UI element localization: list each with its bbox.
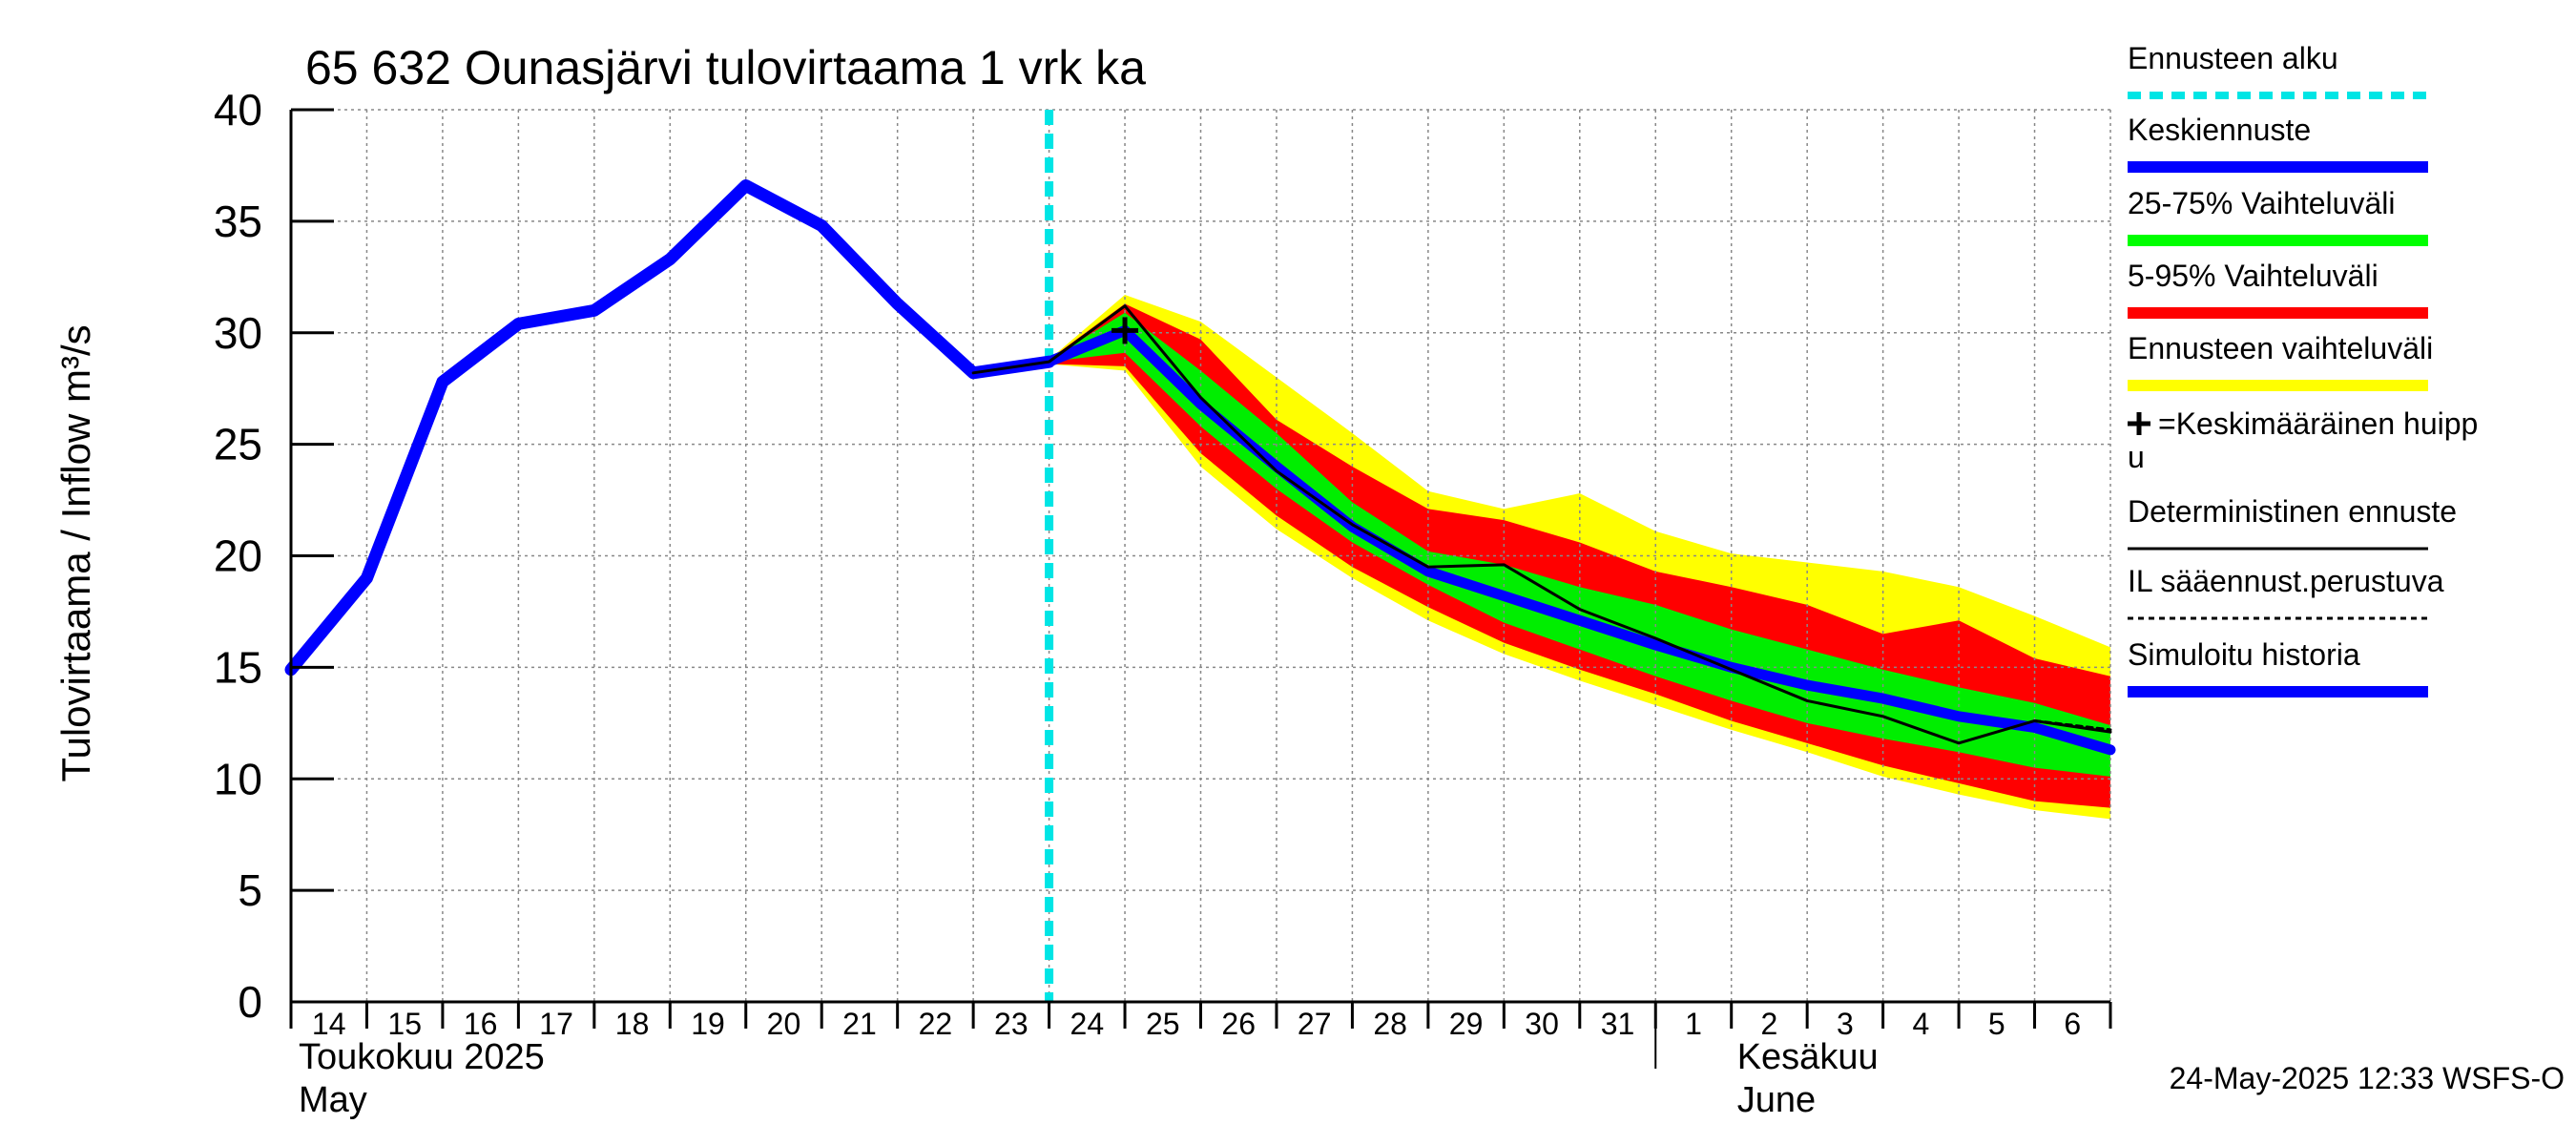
legend-label-7: IL sääennust.perustuva: [2128, 564, 2444, 598]
x-tick-label-4: 18: [615, 1007, 650, 1041]
y-axis-label: Tulovirtaama / Inflow m³/s: [53, 324, 98, 781]
legend-item-8: Simuloitu historia: [2128, 637, 2428, 697]
x-tick-label-13: 27: [1298, 1007, 1332, 1041]
y-tick-label-0: 0: [238, 977, 262, 1027]
x-tick-label-11: 25: [1146, 1007, 1180, 1041]
y-tick-label-1: 5: [238, 865, 262, 915]
legend-label-8: Simuloitu historia: [2128, 637, 2360, 672]
y-tick-label-7: 35: [214, 197, 262, 246]
y-tick-label-3: 15: [214, 642, 262, 692]
series-3: [2033, 718, 2112, 732]
x-tick-label-5: 19: [691, 1007, 725, 1041]
grid-layer: [290, 109, 2111, 1003]
legend-item-2: 25-75% Vaihteluväli: [2128, 186, 2428, 246]
legend-label-1: Keskiennuste: [2128, 113, 2311, 147]
month-label-0-line1: Toukokuu 2025: [299, 1037, 545, 1077]
legend: Ennusteen alku Keskiennuste 25-75% Vaihtel…: [2128, 41, 2478, 697]
x-tick-label-3: 17: [539, 1007, 573, 1041]
footer-timestamp: 24-May-2025 12:33 WSFS-O: [2170, 1061, 2565, 1095]
x-tick-label-17: 31: [1601, 1007, 1635, 1041]
x-tick-label-19: 2: [1761, 1007, 1778, 1041]
x-tick-label-21: 4: [1912, 1007, 1929, 1041]
x-tick-label-22: 5: [1988, 1007, 2005, 1041]
y-tick-label-4: 20: [214, 531, 262, 581]
legend-label-6: Deterministinen ennuste: [2128, 494, 2457, 529]
x-tick-label-10: 24: [1070, 1007, 1105, 1041]
x-tick-label-8: 22: [919, 1007, 953, 1041]
legend-item-7: IL sääennust.perustuva: [2128, 564, 2444, 620]
x-tick-label-6: 20: [767, 1007, 801, 1041]
legend-item-5: =Keskimääräinen huipp u: [2128, 406, 2478, 474]
legend-label-2: 25-75% Vaihteluväli: [2128, 186, 2395, 220]
series-1: [1044, 324, 2116, 756]
x-tick-label-23: 6: [2064, 1007, 2081, 1041]
x-tick-label-20: 3: [1837, 1007, 1854, 1041]
legend-label-3: 5-95% Vaihteluväli: [2128, 259, 2379, 293]
x-tick-label-9: 23: [994, 1007, 1028, 1041]
x-tick-label-12: 26: [1221, 1007, 1256, 1041]
legend-item-0: Ennusteen alku: [2128, 41, 2428, 99]
legend-item-1: Keskiennuste: [2128, 113, 2428, 173]
chart-title: 65 632 Ounasjärvi tulovirtaama 1 vrk ka: [305, 41, 1146, 94]
series-2: [971, 304, 2112, 745]
x-tick-label-1: 15: [387, 1007, 422, 1041]
x-tick-label-7: 21: [842, 1007, 877, 1041]
peak-marker: [1111, 317, 1139, 344]
x-tick-label-14: 28: [1373, 1007, 1407, 1041]
legend-item-3: 5-95% Vaihteluväli: [2128, 259, 2428, 319]
x-tick-label-16: 30: [1525, 1007, 1559, 1041]
x-tick-label-2: 16: [464, 1007, 498, 1041]
legend-item-4: Ennusteen vaihteluväli: [2128, 331, 2433, 391]
month-label-1-line2: June: [1737, 1080, 1816, 1120]
legend-label-5: =Keskimääräinen huipp: [2158, 406, 2478, 441]
legend-label-4: Ennusteen vaihteluväli: [2128, 331, 2433, 365]
series-0: [284, 178, 1056, 677]
legend-item-6: Deterministinen ennuste: [2128, 494, 2457, 551]
band-2: [1049, 312, 2110, 777]
x-tick-label-0: 14: [312, 1007, 346, 1041]
y-tick-label-8: 40: [214, 85, 262, 135]
x-tick-label-15: 29: [1449, 1007, 1484, 1041]
y-tick-label-2: 10: [214, 754, 262, 803]
y-tick-label-6: 30: [214, 308, 262, 358]
y-tick-label-5: 25: [214, 420, 262, 469]
x-tick-label-18: 1: [1685, 1007, 1702, 1041]
legend-label-0: Ennusteen alku: [2128, 41, 2338, 75]
month-label-1-line1: Kesäkuu: [1737, 1037, 1879, 1077]
legend-label-5-cont: u: [2128, 440, 2145, 474]
lines-layer: [284, 110, 2116, 1002]
month-label-0-line2: May: [299, 1080, 367, 1120]
